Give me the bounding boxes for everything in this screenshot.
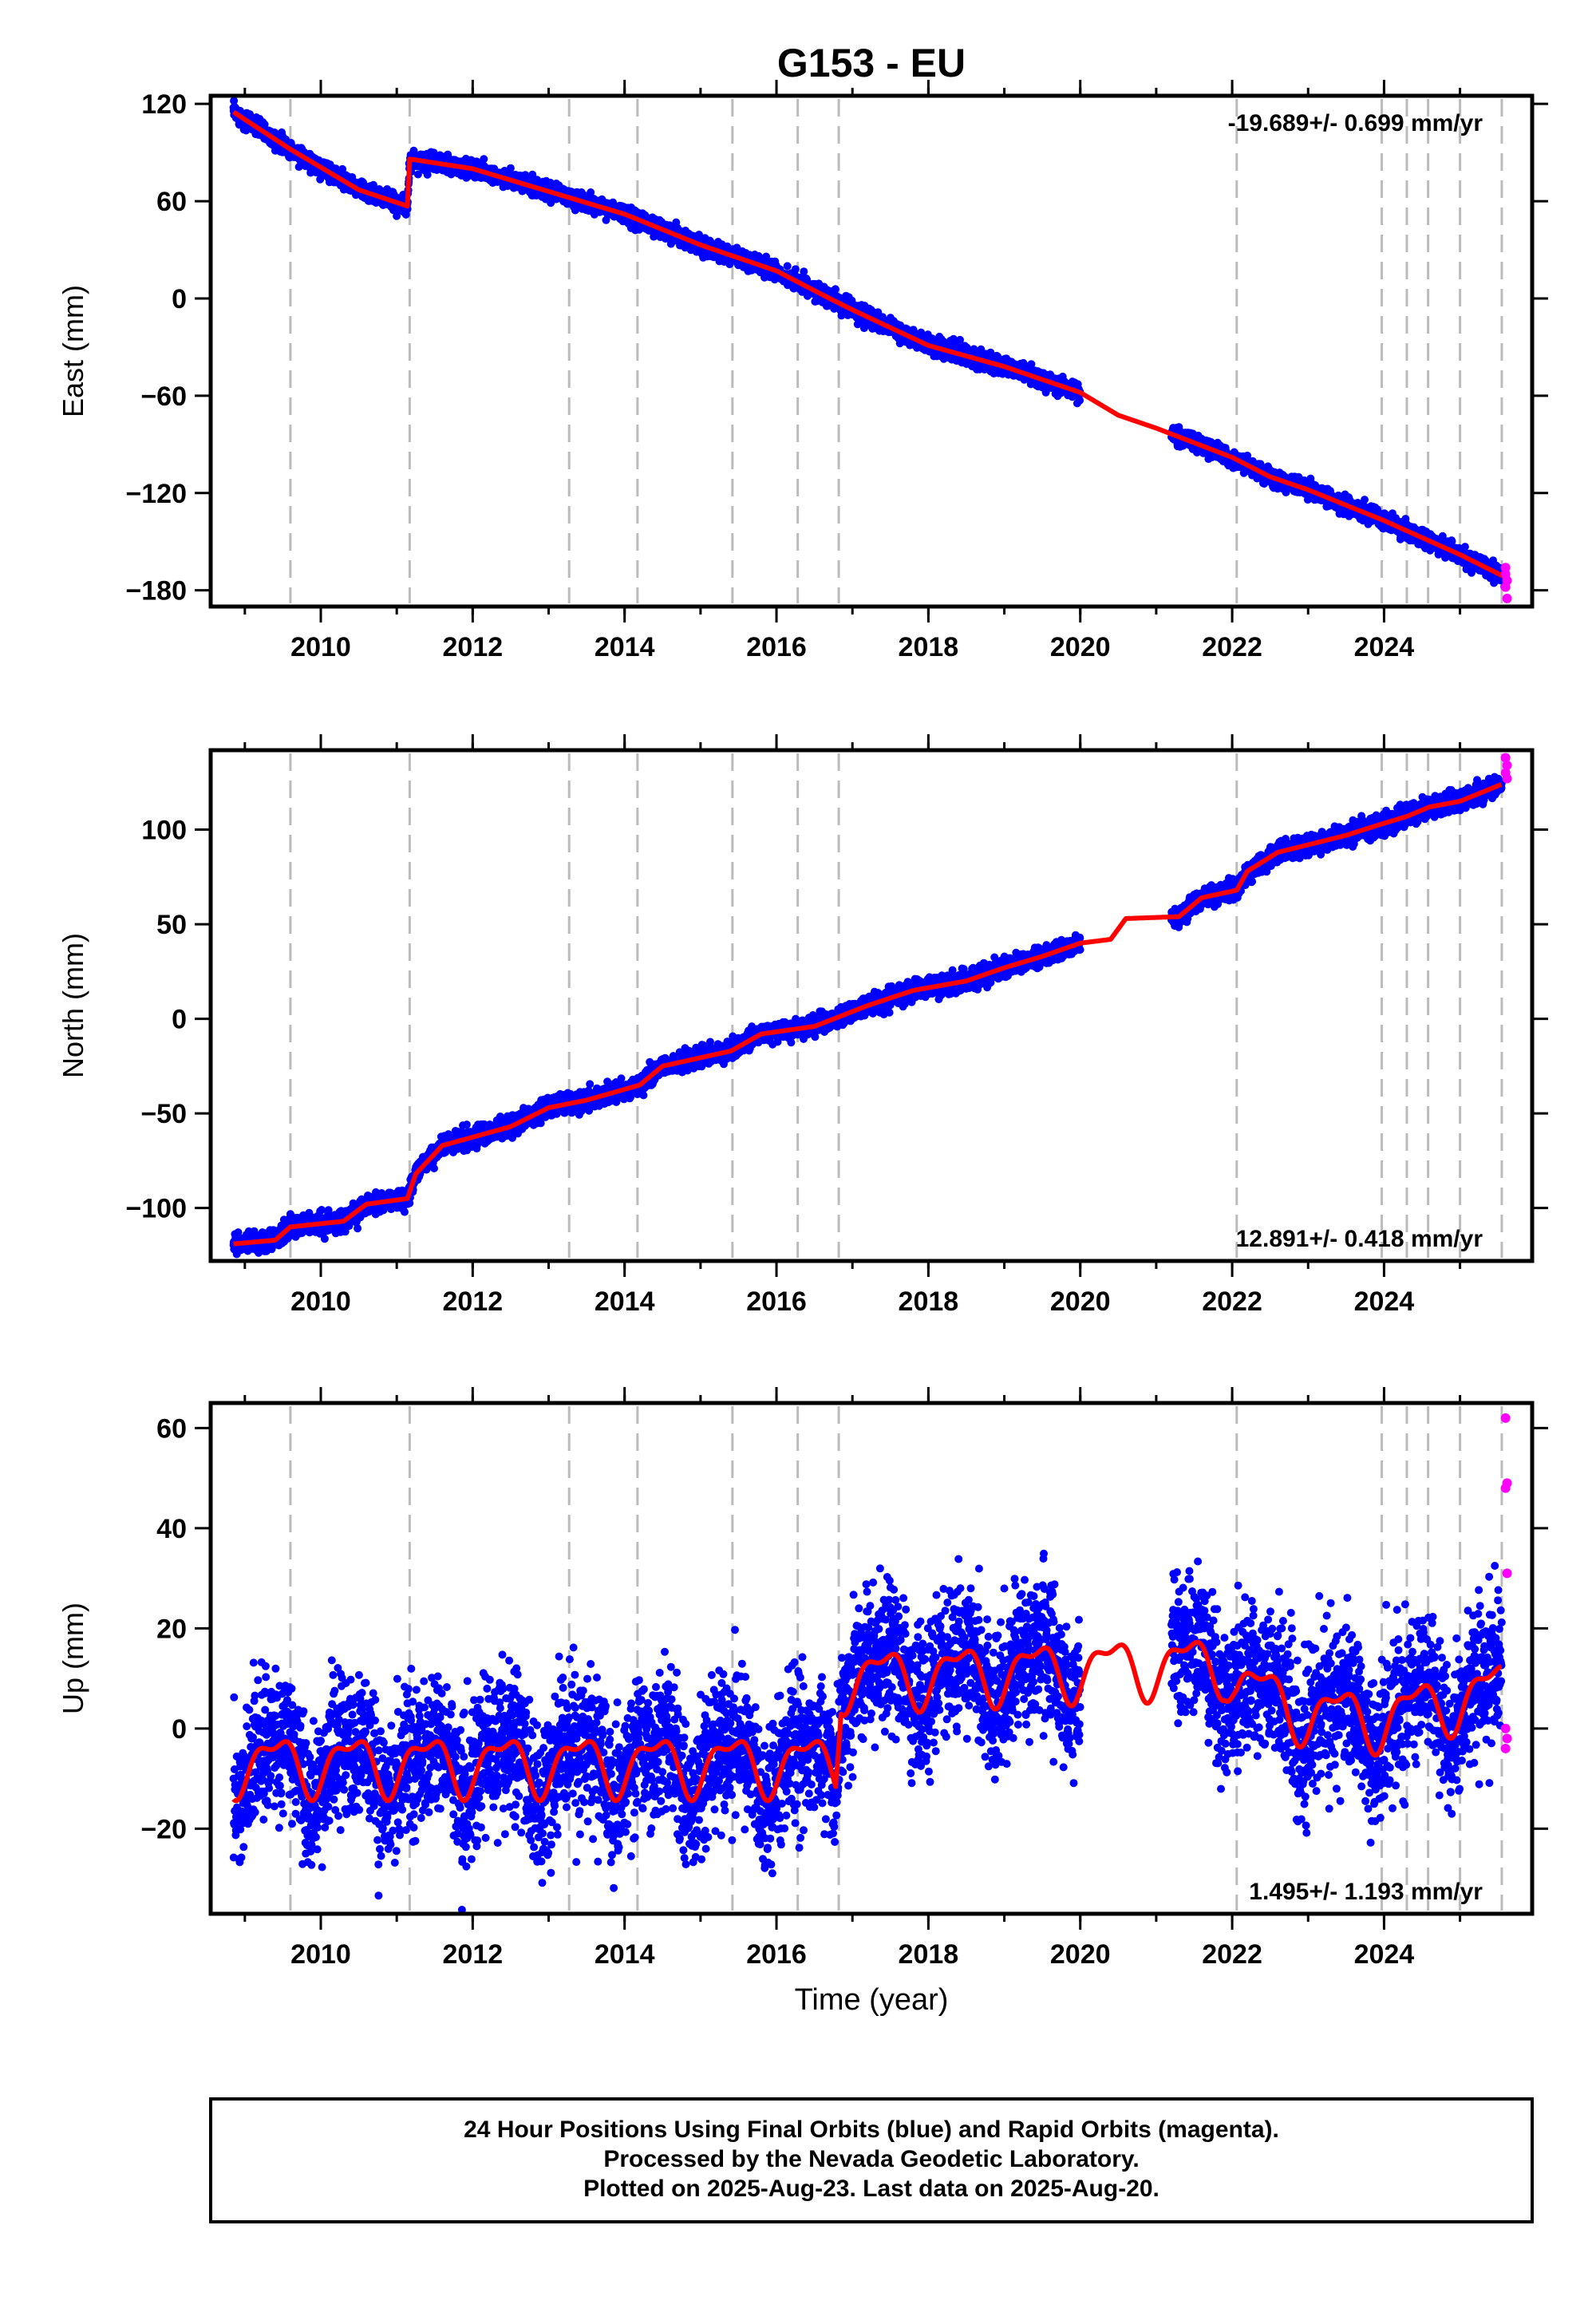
data-point (506, 164, 515, 172)
data-point (791, 265, 800, 274)
data-point (480, 155, 488, 164)
data-point (1076, 396, 1084, 405)
plot-background (211, 96, 1532, 607)
data-point (230, 97, 239, 105)
data-point (831, 285, 839, 294)
chart-title: G153 - EU (777, 41, 966, 85)
data-point (800, 267, 808, 276)
data-point (783, 262, 792, 271)
east-panel: 2010 2012 2014 2016 2018 2020 2022 2024120600−6… (57, 80, 1548, 662)
